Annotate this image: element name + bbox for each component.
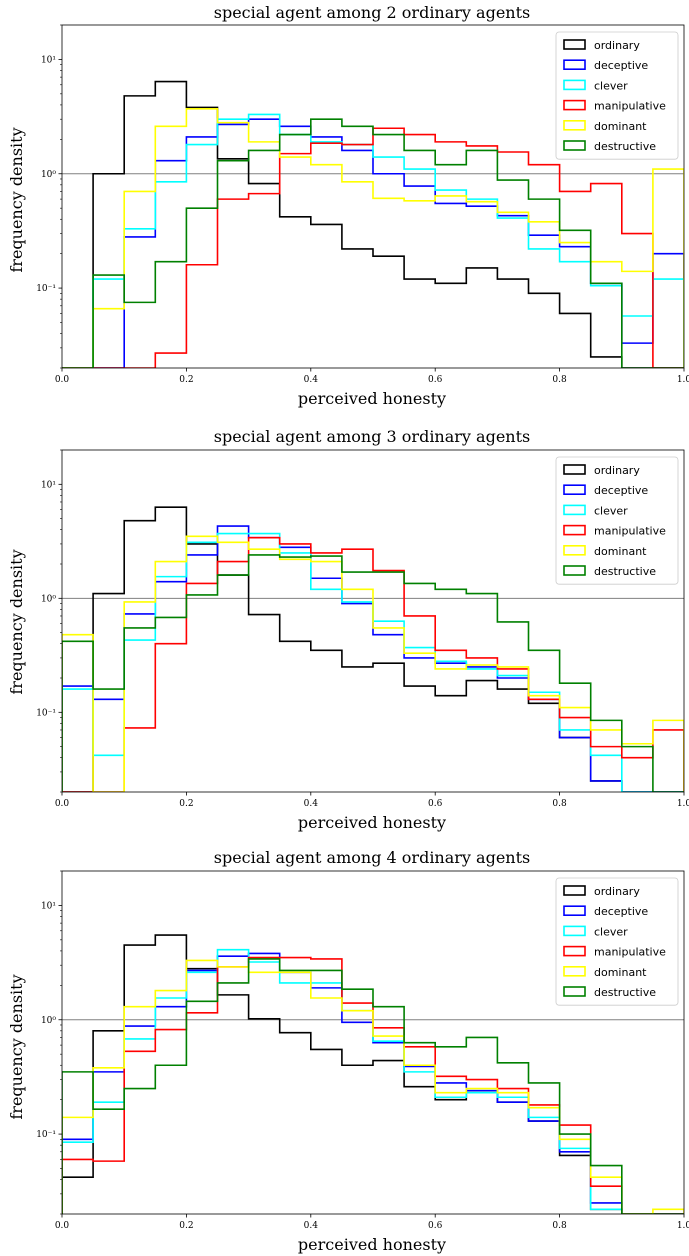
chart-panel-2: special agent among 3 ordinary agents pe… xyxy=(7,427,689,832)
axes-frame xyxy=(61,870,685,1215)
legend-label: deceptive xyxy=(594,905,648,918)
chart-title: special agent among 3 ordinary agents xyxy=(214,427,531,446)
legend-label: destructive xyxy=(594,140,656,153)
legend-label: deceptive xyxy=(594,59,648,72)
x-tick-label: 0.0 xyxy=(55,1221,70,1231)
x-tick-label: 0.4 xyxy=(304,1221,319,1231)
y-axis-label: frequency density xyxy=(7,127,26,272)
legend-label: clever xyxy=(594,504,628,517)
legend-label: ordinary xyxy=(594,464,640,477)
chart-title: special agent among 4 ordinary agents xyxy=(214,848,531,867)
axes-frame xyxy=(61,24,685,369)
legend-swatch-manipulative xyxy=(563,945,586,957)
x-tick-label: 1.0 xyxy=(677,1221,689,1231)
legend-swatch-ordinary xyxy=(563,885,586,896)
x-tick-label: 1.0 xyxy=(677,799,689,809)
legend-swatch-manipulative xyxy=(563,99,586,111)
y-tick-label: 10⁻¹ xyxy=(36,708,56,718)
legend xyxy=(555,456,679,585)
legend-swatch-destructive xyxy=(563,565,586,576)
y-axis-label: frequency density xyxy=(7,549,26,694)
x-axis-label: perceived honesty xyxy=(298,813,446,832)
legend-label: dominant xyxy=(594,120,647,133)
x-tick-label: 0.8 xyxy=(552,799,567,809)
x-tick-label: 0.4 xyxy=(304,375,319,385)
y-tick-label: 10⁰ xyxy=(41,1016,56,1026)
y-tick-label: 10¹ xyxy=(41,480,56,490)
legend-swatch-destructive xyxy=(563,140,586,151)
x-tick-label: 0.6 xyxy=(428,375,443,385)
legend-swatch-clever xyxy=(563,79,586,91)
y-tick-label: 10⁻¹ xyxy=(36,284,56,294)
legend-swatch-dominant xyxy=(563,120,586,131)
legend-swatch-ordinary xyxy=(563,39,586,50)
y-tick-label: 10⁰ xyxy=(41,594,56,604)
legend-label: clever xyxy=(594,925,628,938)
legend-label: ordinary xyxy=(594,885,640,898)
legend-label: clever xyxy=(594,79,628,92)
y-axis-label: frequency density xyxy=(7,974,26,1119)
legend-swatch-deceptive xyxy=(563,905,586,917)
chart-panel-3: special agent among 4 ordinary agents pe… xyxy=(7,848,689,1254)
y-tick-label: 10⁻¹ xyxy=(36,1130,56,1140)
legend-swatch-manipulative xyxy=(563,524,586,536)
y-tick-label: 10⁰ xyxy=(41,170,56,180)
y-tick-label: 10¹ xyxy=(41,901,56,911)
y-tick-label: 10¹ xyxy=(41,55,56,65)
legend-swatch-ordinary xyxy=(563,464,586,475)
series-destructive xyxy=(62,958,684,1214)
x-tick-label: 0.8 xyxy=(552,1221,567,1231)
legend xyxy=(555,31,679,160)
legend-label: manipulative xyxy=(594,100,666,113)
x-tick-label: 0.0 xyxy=(55,375,70,385)
legend-label: deceptive xyxy=(594,484,648,497)
series-ordinary xyxy=(62,80,684,368)
x-tick-label: 0.2 xyxy=(179,375,193,385)
legend-label: dominant xyxy=(594,966,647,979)
legend-swatch-dominant xyxy=(563,544,586,556)
legend-label: destructive xyxy=(594,986,656,999)
legend-swatch-clever xyxy=(563,504,586,516)
x-tick-label: 1.0 xyxy=(677,375,689,385)
x-axis-label: perceived honesty xyxy=(298,389,446,408)
legend-label: dominant xyxy=(594,545,647,558)
x-tick-label: 0.6 xyxy=(428,799,443,809)
legend-swatch-deceptive xyxy=(563,59,586,71)
series-manipulative xyxy=(62,127,684,368)
legend-label: destructive xyxy=(594,565,656,578)
legend-label: manipulative xyxy=(594,525,666,538)
series-destructive xyxy=(62,118,684,368)
legend xyxy=(555,877,679,1006)
x-tick-label: 0.6 xyxy=(428,1221,443,1231)
legend-label: ordinary xyxy=(594,39,640,52)
legend-swatch-dominant xyxy=(563,965,586,977)
x-tick-label: 0.2 xyxy=(179,799,193,809)
chart-panel-1: special agent among 2 ordinary agents pe… xyxy=(7,3,689,408)
legend-swatch-clever xyxy=(563,925,586,937)
legend-swatch-deceptive xyxy=(563,484,586,496)
axes-frame xyxy=(61,449,685,793)
legend-swatch-destructive xyxy=(563,986,586,997)
chart-title: special agent among 2 ordinary agents xyxy=(214,3,531,22)
x-axis-label: perceived honesty xyxy=(298,1235,446,1254)
x-tick-label: 0.8 xyxy=(552,375,567,385)
x-tick-label: 0.2 xyxy=(179,1221,193,1231)
legend-label: manipulative xyxy=(594,946,666,959)
x-tick-label: 0.0 xyxy=(55,799,70,809)
x-tick-label: 0.4 xyxy=(304,799,319,809)
series-destructive xyxy=(62,554,684,792)
